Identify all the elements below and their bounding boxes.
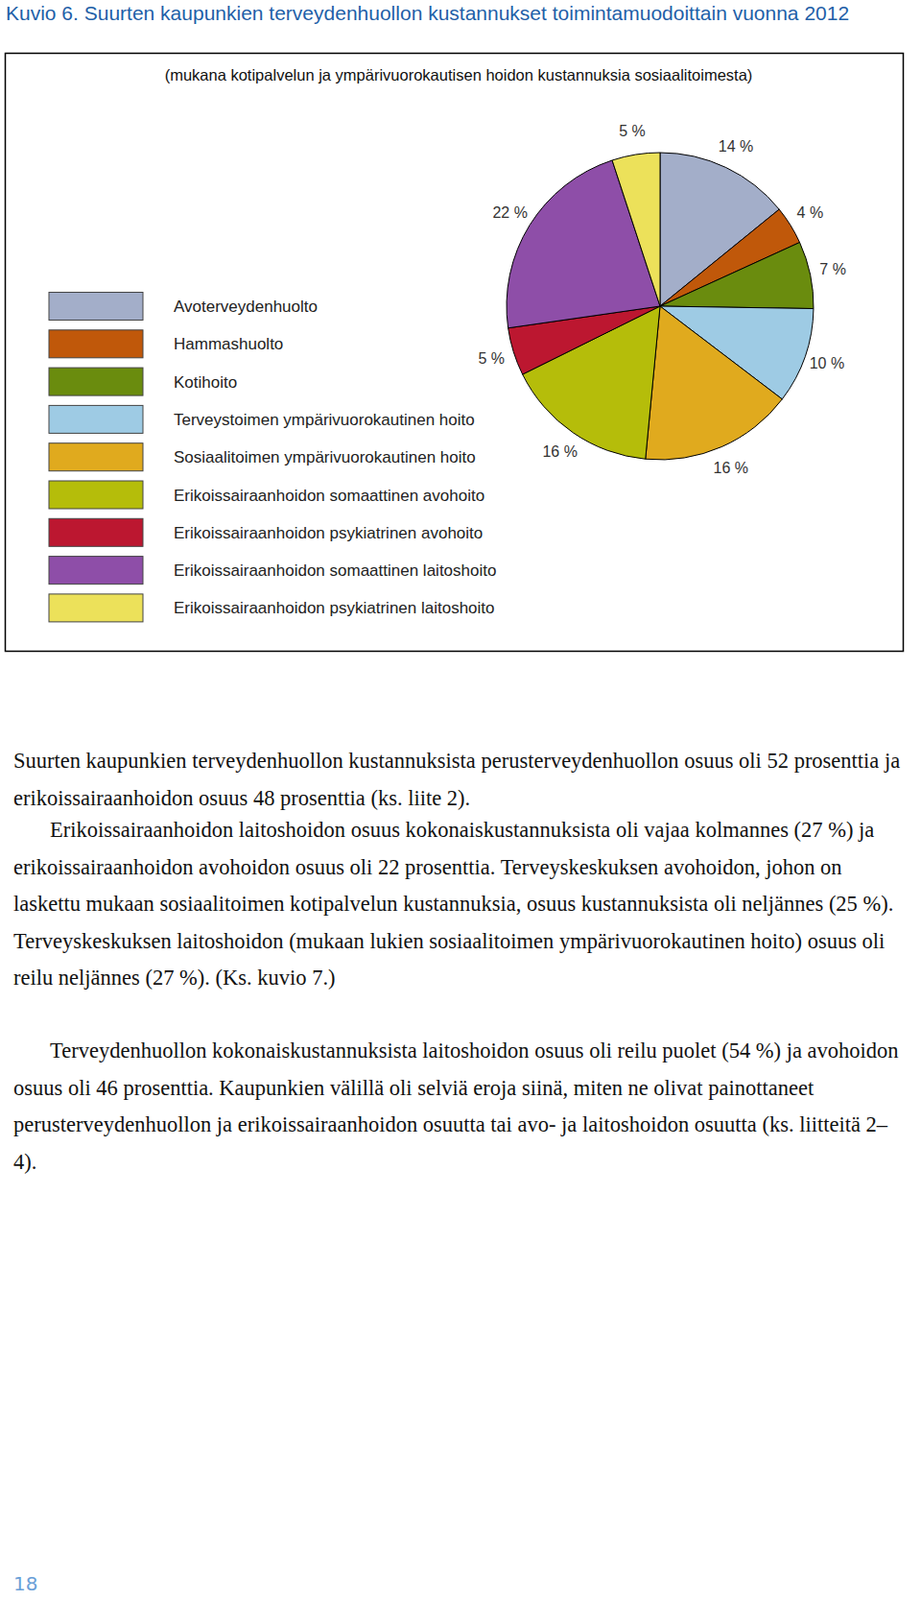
data-label: 7 % bbox=[819, 260, 847, 278]
paragraph: Suurten kaupunkien terveydenhuollon kust… bbox=[13, 742, 911, 817]
legend-label: Erikoissairaanhoidon somaattinen laitosh… bbox=[173, 561, 496, 580]
figure-title: Kuvio 6. Suurten kaupunkien terveydenhuo… bbox=[5, 1, 870, 25]
data-label: 5 % bbox=[618, 122, 646, 140]
paragraph: Erikoissairaanhoidon laitoshoidon osuus … bbox=[13, 811, 911, 997]
legend-label: Kotihoito bbox=[173, 373, 237, 392]
subtitle: (mukana kotipalvelun ja ympärivuorokauti… bbox=[165, 66, 754, 84]
data-label: 10 % bbox=[809, 354, 845, 372]
figure-frame bbox=[5, 53, 904, 652]
page-number: 18 bbox=[13, 1571, 38, 1595]
data-label: 22 % bbox=[492, 204, 527, 221]
pie bbox=[506, 152, 814, 460]
pie-slice bbox=[645, 306, 783, 460]
paragraph: Terveydenhuollon kokonaiskustannuksista … bbox=[13, 1032, 911, 1181]
legend-label: Avoterveydenhuolto bbox=[173, 297, 318, 316]
legend-label: Erikoissairaanhoidon psykiatrinen laitos… bbox=[173, 598, 496, 617]
legend-swatch bbox=[48, 443, 143, 472]
legend-label: Erikoissairaanhoidon somaattinen avohoit… bbox=[173, 486, 485, 505]
legend-swatch bbox=[48, 367, 143, 396]
data-label: 5 % bbox=[478, 350, 506, 367]
data-label: 16 % bbox=[542, 443, 577, 460]
legend-label: Hammashuolto bbox=[173, 334, 284, 354]
data-label: 14 % bbox=[718, 138, 754, 155]
pie-slice bbox=[660, 242, 814, 309]
legend-swatch bbox=[48, 404, 143, 433]
data-label: 16 % bbox=[713, 459, 749, 476]
legend-label: Terveystoimen ympärivuorokautinen hoito bbox=[173, 410, 475, 429]
legend-swatch bbox=[48, 518, 143, 546]
legend: Avoterveydenhuolto Hammashuolto Kotihoito T… bbox=[48, 292, 496, 622]
data-label: 4 % bbox=[797, 204, 825, 221]
legend-swatch bbox=[48, 480, 143, 509]
pie-slice bbox=[612, 152, 661, 307]
legend-swatch bbox=[48, 556, 143, 585]
legend-swatch bbox=[48, 593, 143, 622]
legend-label: Sosiaalitoimen ympärivuorokautinen hoito bbox=[173, 448, 476, 467]
chart: (mukana kotipalvelun ja ympärivuorokauti… bbox=[0, 0, 921, 672]
legend-label: Erikoissairaanhoidon psykiatrinen avohoi… bbox=[173, 523, 483, 543]
legend-swatch bbox=[48, 292, 143, 321]
legend-swatch bbox=[48, 330, 143, 358]
